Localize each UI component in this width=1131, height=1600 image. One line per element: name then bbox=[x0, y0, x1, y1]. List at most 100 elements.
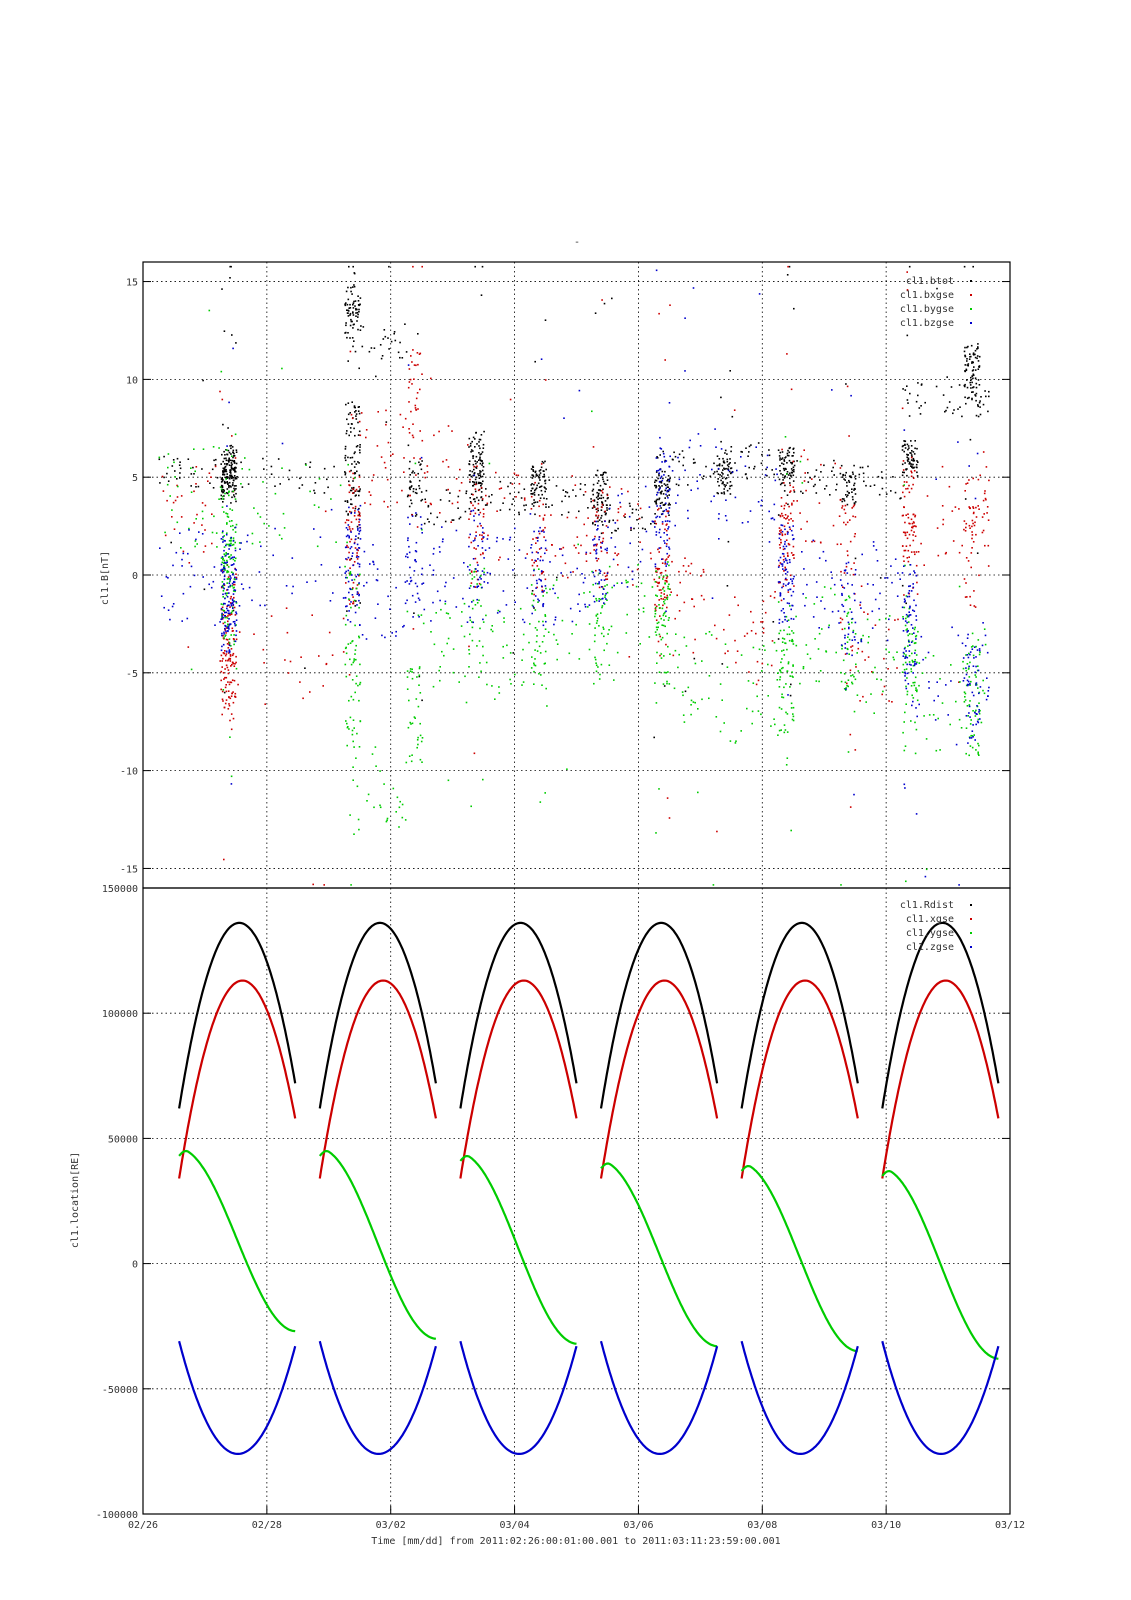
scatter-point bbox=[348, 480, 350, 483]
scatter-point bbox=[352, 698, 355, 701]
scatter-point bbox=[346, 501, 349, 503]
scatter-point bbox=[977, 346, 979, 348]
scatter-point bbox=[201, 502, 204, 504]
scatter-point bbox=[692, 701, 695, 703]
scatter-point bbox=[792, 664, 794, 666]
scatter-point bbox=[664, 569, 667, 572]
scatter-point bbox=[621, 582, 623, 584]
scatter-point bbox=[309, 691, 311, 693]
scatter-point bbox=[230, 444, 233, 447]
scatter-point bbox=[623, 515, 625, 517]
scatter-point bbox=[224, 616, 226, 619]
scatter-point bbox=[912, 525, 914, 528]
scatter-point bbox=[682, 464, 684, 467]
scatter-point bbox=[962, 660, 964, 663]
scatter-point bbox=[793, 575, 795, 578]
scatter-point bbox=[918, 703, 920, 706]
scatter-point bbox=[658, 312, 660, 315]
scatter-point bbox=[164, 534, 167, 537]
scatter-point bbox=[166, 499, 168, 502]
scatter-point bbox=[850, 675, 852, 677]
scatter-point bbox=[851, 681, 853, 684]
scatter-point bbox=[344, 454, 347, 457]
scatter-point bbox=[344, 597, 347, 599]
scatter-point bbox=[912, 483, 914, 486]
scatter-point bbox=[603, 635, 605, 638]
scatter-point bbox=[782, 583, 785, 585]
scatter-point bbox=[758, 293, 761, 295]
scatter-point bbox=[369, 494, 372, 496]
scatter-point bbox=[662, 477, 664, 480]
scatter-point bbox=[639, 643, 641, 645]
scatter-point bbox=[903, 429, 906, 431]
scatter-point bbox=[903, 749, 906, 752]
scatter-point bbox=[541, 493, 543, 496]
scatter-point bbox=[846, 612, 849, 615]
scatter-point bbox=[689, 572, 692, 575]
scatter-point bbox=[663, 504, 666, 506]
scatter-point bbox=[847, 621, 850, 624]
scatter-point bbox=[230, 536, 232, 539]
scatter-point bbox=[223, 631, 225, 634]
scatter-point bbox=[235, 667, 238, 670]
scatter-point bbox=[445, 612, 448, 614]
scatter-point bbox=[181, 558, 183, 561]
scatter-point bbox=[408, 551, 411, 554]
scatter-point bbox=[535, 537, 538, 539]
scatter-point bbox=[445, 459, 448, 461]
scatter-point bbox=[770, 725, 772, 727]
scatter-point bbox=[690, 699, 693, 702]
scatter-point bbox=[661, 607, 664, 610]
scatter-point bbox=[976, 552, 979, 554]
scatter-point bbox=[902, 471, 904, 474]
scatter-point bbox=[861, 553, 863, 556]
scatter-point bbox=[601, 598, 603, 600]
scatter-point bbox=[232, 449, 235, 452]
scatter-point bbox=[416, 739, 419, 741]
scatter-point bbox=[355, 575, 357, 578]
scatter-point bbox=[839, 617, 842, 619]
scatter-point bbox=[655, 269, 658, 272]
scatter-point bbox=[806, 458, 809, 461]
scatter-point bbox=[694, 701, 696, 704]
scatter-point bbox=[365, 436, 367, 439]
scatter-point bbox=[659, 572, 662, 574]
scatter-point bbox=[232, 593, 235, 595]
scatter-point bbox=[344, 472, 347, 474]
scatter-point bbox=[809, 657, 812, 660]
series-Rdist bbox=[178, 921, 1000, 1109]
scatter-point bbox=[514, 574, 516, 577]
scatter-point bbox=[976, 705, 978, 707]
scatter-point bbox=[226, 488, 229, 490]
scatter-point bbox=[788, 543, 791, 546]
scatter-point bbox=[778, 632, 780, 635]
scatter-point bbox=[228, 461, 230, 463]
scatter-point bbox=[388, 265, 390, 268]
scatter-point bbox=[471, 639, 474, 642]
scatter-point bbox=[356, 552, 358, 554]
scatter-point bbox=[667, 587, 669, 590]
scatter-point bbox=[787, 522, 789, 524]
scatter-point bbox=[790, 617, 793, 620]
scatter-point bbox=[502, 502, 504, 504]
scatter-point bbox=[782, 553, 785, 555]
scatter-point bbox=[439, 499, 442, 501]
scatter-point bbox=[230, 613, 233, 616]
scatter-point bbox=[688, 446, 691, 449]
scatter-point bbox=[655, 702, 658, 704]
scatter-point bbox=[463, 562, 465, 564]
scatter-point bbox=[478, 481, 480, 484]
bottom-ytick-label: 150000 bbox=[102, 884, 138, 895]
scatter-point bbox=[905, 654, 907, 656]
scatter-point bbox=[233, 462, 236, 464]
scatter-point bbox=[971, 397, 973, 400]
scatter-point bbox=[478, 438, 481, 441]
scatter-point bbox=[407, 444, 410, 447]
scatter-point bbox=[973, 590, 975, 592]
scatter-point bbox=[904, 534, 907, 536]
scatter-point bbox=[410, 355, 412, 357]
scatter-point bbox=[223, 691, 226, 694]
scatter-point bbox=[356, 591, 359, 593]
scatter-point bbox=[845, 383, 847, 385]
scatter-point bbox=[916, 715, 918, 718]
